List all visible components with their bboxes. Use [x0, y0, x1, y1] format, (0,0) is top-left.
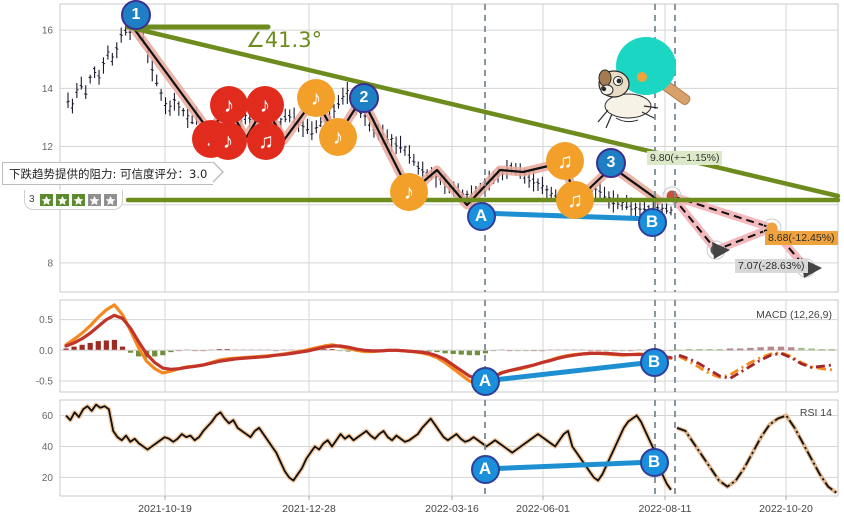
- price-callout-target-orange: 8.68(-12.45%): [765, 231, 838, 245]
- note-marker-8[interactable]: ♪: [390, 173, 428, 211]
- x-tick-label: 2022-10-20: [759, 503, 813, 515]
- star-empty-icon: [103, 193, 117, 206]
- price-callout-current: 9.80(+−1.15%): [647, 151, 723, 165]
- x-tick-label: 2022-06-01: [516, 503, 570, 515]
- rsi-panel-title: RSI 14: [800, 407, 832, 419]
- rsi-marker-b[interactable]: B: [639, 447, 669, 477]
- y-tick-label: 60: [42, 411, 54, 422]
- price-callout-target-gray: 7.07(-28.63%): [735, 259, 808, 273]
- y-tick-label: 20: [42, 473, 54, 484]
- y-tick-label: 0.5: [39, 315, 53, 326]
- y-tick-label: 14: [42, 84, 54, 95]
- star-empty-icon: [87, 193, 101, 206]
- note-marker-10[interactable]: ♫: [556, 181, 594, 219]
- confidence-rating[interactable]: 3: [24, 190, 123, 210]
- x-tick-label: 2022-08-11: [639, 503, 692, 515]
- note-marker-6[interactable]: ♪: [297, 79, 335, 117]
- rsi-marker-a[interactable]: A: [470, 454, 500, 484]
- macd-series-layer: [60, 303, 838, 386]
- x-tick-label: 2021-10-19: [138, 503, 192, 515]
- macd-panel-title: MACD (12,26,9): [756, 309, 832, 321]
- tooltip-pointer-icon: [212, 161, 225, 183]
- y-tick-label: 12: [42, 142, 54, 153]
- macd-marker-a[interactable]: A: [470, 366, 500, 396]
- note-marker-4[interactable]: ♪: [246, 86, 284, 124]
- star-filled-icon: [39, 193, 53, 206]
- wave-marker-2[interactable]: 2: [349, 83, 379, 113]
- rating-stars: [39, 193, 117, 206]
- note-marker-2[interactable]: ♪: [210, 86, 248, 124]
- y-tick-label: 16: [42, 26, 54, 37]
- wave-marker-a[interactable]: A: [466, 201, 496, 231]
- angle-annotation-label: ∠41.3°: [246, 28, 323, 52]
- confidence-tooltip-text: 下跌趋势提供的阻力: 可信度评分：3.0: [2, 162, 214, 185]
- note-marker-5[interactable]: ♫: [247, 122, 285, 160]
- note-marker-7[interactable]: ♪: [319, 118, 357, 156]
- note-marker-3[interactable]: ♪: [209, 122, 247, 160]
- gridlines: [59, 3, 839, 497]
- wave-marker-b[interactable]: B: [637, 207, 667, 237]
- confidence-tooltip[interactable]: 下跌趋势提供的阻力: 可信度评分：3.0: [2, 161, 225, 185]
- x-tick-label: 2021-12-28: [282, 503, 336, 515]
- overlay-layer: [125, 4, 841, 496]
- dog-with-pingpong-paddle-icon: [596, 36, 706, 141]
- x-tick-label: 2022-03-16: [425, 503, 479, 515]
- paddle-icon: [616, 37, 691, 105]
- y-tick-label: 40: [42, 442, 54, 453]
- star-filled-icon: [71, 193, 85, 206]
- y-tick-label: 0.0: [39, 346, 53, 357]
- rsi-series-layer: [64, 402, 838, 495]
- axis-layer: 16 14 12 8 0.5 0.0 -0.5 60 40 20 2021-10-19 2021-12…: [36, 26, 832, 515]
- rating-value: 3: [29, 194, 35, 205]
- note-marker-9[interactable]: ♫: [546, 142, 584, 180]
- wave-marker-3[interactable]: 3: [596, 148, 626, 178]
- y-tick-label: 8: [47, 258, 53, 269]
- y-tick-label: -0.5: [36, 376, 54, 387]
- wave-marker-1[interactable]: 1: [121, 0, 151, 30]
- macd-marker-b[interactable]: B: [639, 347, 669, 377]
- dog-icon: [597, 69, 659, 129]
- star-filled-icon: [55, 193, 69, 206]
